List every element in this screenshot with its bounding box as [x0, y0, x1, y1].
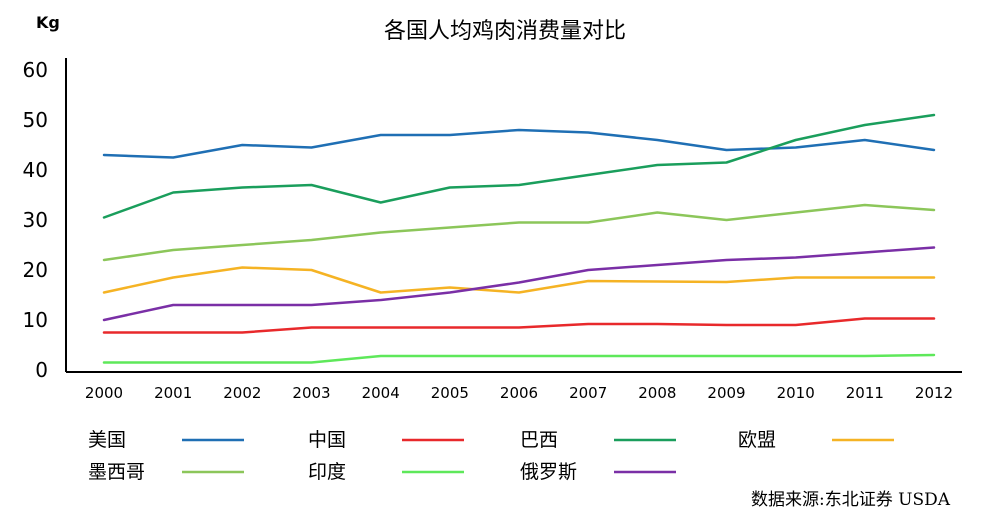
- x-tick-label: 2010: [777, 384, 815, 402]
- series-line-0: [102, 128, 936, 159]
- x-tick-label: 2008: [638, 384, 676, 402]
- y-tick-label: 60: [23, 58, 48, 82]
- legend-label: 欧盟: [738, 429, 776, 451]
- series-lines: [102, 113, 936, 364]
- series-line-5: [102, 353, 936, 364]
- x-tick-label: 2003: [292, 384, 330, 402]
- legend-label: 俄罗斯: [520, 461, 577, 483]
- axes: 0 10 20 30 40 50 60 2000 2001 2002 2003 2004 2005 200…: [23, 58, 962, 402]
- y-axis-unit: Kg: [36, 13, 60, 32]
- y-tick-label: 40: [23, 158, 48, 182]
- x-tick-label: 2012: [915, 384, 953, 402]
- legend-label: 墨西哥: [88, 461, 145, 483]
- y-tick-label: 30: [23, 208, 48, 232]
- y-tick-label: 50: [23, 108, 48, 132]
- x-tick-label: 2000: [85, 384, 123, 402]
- x-tick-label: 2004: [362, 384, 400, 402]
- x-tick-label: 2009: [707, 384, 745, 402]
- x-tick-label: 2005: [431, 384, 469, 402]
- chart-title: 各国人均鸡肉消费量对比: [384, 19, 626, 44]
- x-tick-label: 2001: [154, 384, 192, 402]
- x-tick-label: 2006: [500, 384, 538, 402]
- series-line-1: [102, 317, 936, 334]
- legend-label: 中国: [308, 429, 346, 451]
- x-tick-label: 2007: [569, 384, 607, 402]
- y-tick-label: 20: [23, 258, 48, 282]
- series-line-3: [102, 266, 936, 294]
- y-tick-label: 10: [23, 308, 48, 332]
- source-note: 数据来源:东北证券 USDA: [751, 490, 951, 510]
- series-line-6: [102, 246, 936, 322]
- legend-label: 巴西: [520, 429, 558, 451]
- series-line-2: [102, 113, 936, 219]
- series-line-4: [102, 203, 936, 262]
- legend-label: 美国: [88, 429, 126, 451]
- x-tick-label: 2002: [223, 384, 261, 402]
- legend-label: 印度: [308, 461, 346, 483]
- x-tick-label: 2011: [846, 384, 884, 402]
- y-tick-label: 0: [35, 358, 48, 382]
